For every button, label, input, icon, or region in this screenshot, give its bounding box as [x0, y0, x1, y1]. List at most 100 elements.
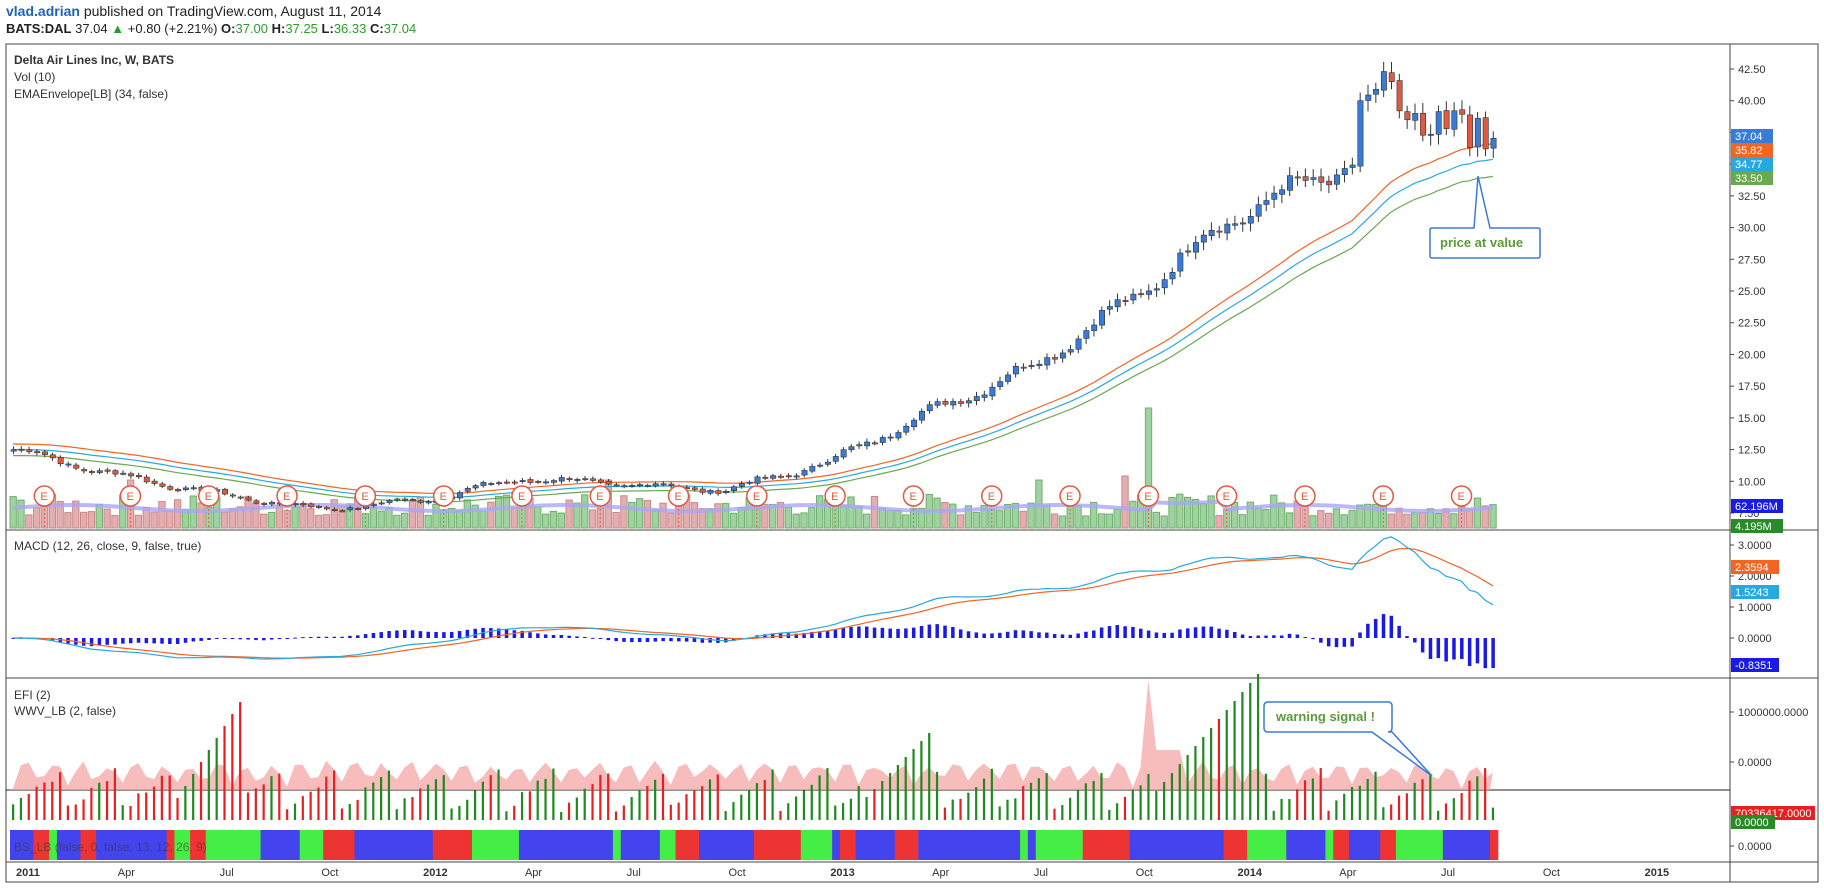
wwv-bar	[1350, 787, 1354, 820]
efi-area	[10, 680, 1493, 790]
macd-histogram-bar	[285, 638, 290, 639]
candle-body	[112, 470, 119, 475]
candle-body	[253, 500, 260, 504]
candle-body	[652, 483, 659, 487]
bs-strip-segment	[832, 830, 841, 860]
macd-histogram-bar	[677, 638, 681, 642]
bs-strip-segment	[299, 830, 309, 860]
candle-body	[190, 487, 197, 490]
macd-histogram-bar	[1123, 626, 1127, 638]
earnings-marker-label: E	[909, 491, 916, 503]
volume-bar	[800, 512, 808, 529]
bs-strip-segment	[730, 830, 739, 860]
bs-strip-segment	[1262, 830, 1272, 860]
volume-bar	[667, 512, 675, 529]
wwv-bar	[207, 750, 210, 820]
volume-tag-label: 4.195M	[1735, 521, 1772, 533]
bs-strip-segment	[237, 830, 246, 860]
volume-tag	[1731, 519, 1783, 533]
bs-strip-segment	[1325, 830, 1334, 860]
macd-histogram-bar	[371, 633, 376, 638]
bs-strip-segment	[1137, 830, 1146, 860]
wwv-bar	[419, 788, 422, 820]
volume-bar	[9, 496, 17, 529]
earnings-marker	[1294, 485, 1316, 507]
macd-histogram-bar	[1068, 634, 1073, 638]
earnings-marker-label: E	[1223, 491, 1230, 503]
candle-body	[903, 425, 910, 433]
candle-body	[738, 483, 745, 487]
candle-body	[950, 401, 957, 406]
candle-body	[57, 457, 64, 465]
candle-body	[1412, 113, 1419, 121]
bs-strip-segment	[1489, 830, 1499, 860]
earnings-marker-label: E	[361, 491, 368, 503]
volume-bar	[166, 510, 174, 529]
candle-body	[1208, 229, 1215, 237]
volume-bar	[628, 501, 636, 529]
macd-histogram-bar	[661, 638, 665, 642]
bs-strip-segment	[1348, 830, 1358, 860]
volume-bar	[933, 497, 941, 529]
macd-histogram-bar	[825, 630, 830, 638]
bs-strip-segment	[863, 830, 872, 860]
wwv-bar	[489, 775, 492, 820]
candle-body	[1020, 366, 1027, 369]
wwv-bar	[1335, 800, 1338, 820]
macd-histogram-bar	[810, 631, 814, 638]
username-link[interactable]: vlad.adrian	[6, 3, 80, 19]
candle-body	[1255, 204, 1262, 217]
earnings-marker-label: E	[40, 491, 47, 503]
candle-body	[973, 396, 980, 402]
candle-body	[1326, 180, 1333, 186]
wwv-bar	[246, 792, 250, 820]
bs-strip-segment	[941, 830, 951, 860]
candle-body	[386, 499, 393, 503]
time-tick-label: Oct	[729, 867, 746, 879]
volume-bar	[1043, 504, 1051, 529]
macd-histogram-bar	[1350, 638, 1354, 647]
macd-histogram-bar	[465, 629, 470, 638]
bs-strip-segment	[1114, 830, 1123, 860]
candle-body	[89, 471, 95, 473]
earnings-marker-label: E	[1066, 491, 1073, 503]
volume-bar	[236, 506, 244, 529]
bs-strip-segment	[401, 830, 410, 860]
macd-histogram-bar	[1240, 634, 1245, 638]
candle-body	[558, 477, 565, 482]
macd-histogram-bar	[911, 627, 916, 638]
candle-body	[73, 464, 80, 469]
earnings-marker-label: E	[1458, 491, 1465, 503]
bs-strip-segment	[855, 830, 865, 860]
bs-strip-segment	[1121, 830, 1131, 860]
wwv-bar	[12, 804, 15, 820]
bs-strip-segment	[143, 830, 152, 860]
candle-body	[496, 482, 503, 485]
bs-strip-segment	[1098, 830, 1107, 860]
macd-histogram-bar	[1397, 625, 1401, 638]
wwv-bar	[943, 807, 946, 820]
bs-strip-segment	[127, 830, 136, 860]
bs-strip-segment	[636, 830, 645, 860]
bs-strip-segment	[64, 830, 74, 860]
candle-body	[503, 481, 510, 484]
macd-histogram-bar	[1295, 634, 1300, 638]
candle-body	[1310, 177, 1317, 180]
earnings-marker	[824, 485, 846, 507]
bs-strip-segment	[1192, 830, 1201, 860]
bs-strip-segment	[746, 830, 755, 860]
candle-body	[300, 502, 307, 506]
bs-strip-segment	[691, 830, 700, 860]
candle-body	[1318, 176, 1325, 183]
volume-bar	[761, 503, 769, 529]
volume-bar	[260, 513, 268, 529]
price-tick-label: 42.50	[1738, 64, 1766, 76]
macd-histogram-bar	[1358, 632, 1362, 638]
chart-frame	[5, 43, 1819, 883]
candle-body	[856, 444, 863, 447]
wwv-bar	[293, 803, 297, 820]
wwv-bar	[1202, 737, 1205, 820]
volume-bar	[1082, 515, 1090, 529]
wwv-bar	[466, 799, 469, 820]
